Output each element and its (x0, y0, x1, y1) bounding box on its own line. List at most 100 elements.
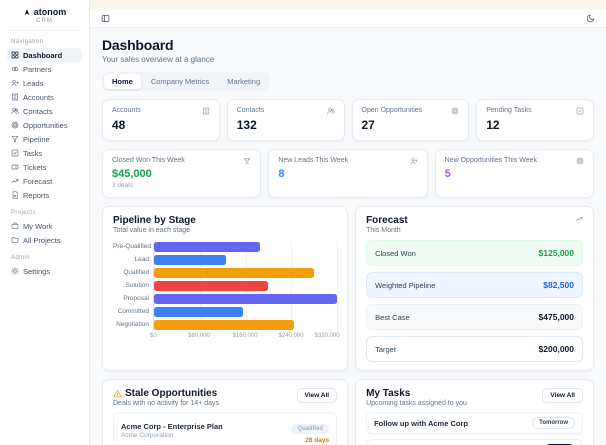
stat-card-new-leads: New Leads This Week 8 (268, 149, 428, 198)
sidebar-toggle-icon[interactable] (101, 14, 110, 23)
ticket-icon (11, 163, 19, 171)
forecast-card: Forecast This Month Closed Won $125,000 … (355, 206, 594, 371)
chart-bar (154, 242, 260, 252)
sidebar-item-label: Pipeline (23, 134, 50, 144)
nav-section-label: Admin (11, 255, 31, 261)
top-strip (90, 0, 606, 9)
sidebar-item-tickets[interactable]: Tickets (7, 160, 82, 174)
tab-company-metrics[interactable]: Company Metrics (150, 77, 210, 86)
chart-bar (154, 281, 269, 291)
stat-value: 8 (278, 168, 285, 180)
users-icon (326, 107, 335, 115)
chart-bar (154, 307, 243, 317)
kpi-value: 48 (112, 118, 126, 132)
trending-up-icon (575, 215, 583, 223)
tasks-subtitle: Upcoming tasks assigned to you (366, 400, 467, 407)
my-tasks-card: My Tasks Upcoming tasks assigned to you … (355, 379, 594, 445)
chart-bar-row (154, 307, 337, 317)
forecast-row-label: Weighted Pipeline (375, 280, 436, 290)
kpi-label: Accounts (112, 107, 141, 114)
target-icon (576, 157, 584, 165)
kpi-value: 132 (236, 118, 257, 132)
chart-gridline (291, 242, 293, 330)
folder-icon (11, 236, 19, 244)
kpi-value: 27 (361, 118, 375, 132)
forecast-row-weighted-pipeline[interactable]: Weighted Pipeline $82,500 (366, 272, 583, 298)
kpi-card-accounts: Accounts 48 (102, 99, 220, 141)
tab-marketing[interactable]: Marketing (227, 77, 261, 86)
stat-card-new-opportunities: New Opportunities This Week 5 (434, 149, 594, 198)
chart-tick-label: $240,000 (278, 333, 304, 339)
forecast-title: Forecast (366, 215, 408, 226)
kpi-value: 12 (486, 118, 500, 132)
check-square-icon (11, 149, 19, 157)
stat-card-closed-won: Closed Won This Week $45,000 3 deals (102, 149, 262, 198)
theme-toggle-icon[interactable] (586, 14, 595, 23)
trophy-icon (243, 157, 251, 165)
sidebar-item-pipeline[interactable]: Pipeline (7, 132, 82, 146)
users-icon (11, 107, 19, 115)
building-icon (11, 93, 19, 101)
sidebar-item-forecast[interactable]: Forecast (7, 174, 82, 188)
tasks-title: My Tasks (366, 388, 411, 399)
forecast-row-label: Target (375, 344, 396, 354)
chart-bar-row (154, 320, 337, 330)
chart-subtitle: Total value in each stage (113, 227, 191, 234)
chart-bar-row (154, 242, 337, 252)
logo-name: atonom (33, 7, 67, 17)
stale-view-all-button[interactable]: View All (296, 388, 338, 403)
target-icon (11, 121, 19, 129)
task-item[interactable]: Prepare proposal for TechFlow Today (366, 439, 583, 445)
forecast-row-value: $200,000 (538, 344, 574, 354)
bottom-row: Stale Opportunities Deals with no activi… (102, 379, 594, 445)
sidebar-item-leads[interactable]: Leads (7, 76, 82, 90)
sidebar-item-dashboard[interactable]: Dashboard (7, 48, 82, 62)
chart-category-label: Proposal (123, 295, 149, 302)
dashboard-icon (11, 51, 19, 59)
nav-section-label: Projects (11, 210, 36, 216)
chart-labels: Pre-Qualified Lead Qualified Solution Propos… (113, 242, 153, 330)
warning-icon (113, 389, 122, 398)
weekly-stats-row: Closed Won This Week $45,000 3 deals New… (102, 149, 594, 198)
nav-section-label: Navigation (11, 39, 44, 45)
sidebar-item-tasks[interactable]: Tasks (7, 146, 82, 160)
sidebar: atonom CRM Navigation Dashboard Partners… (0, 0, 90, 445)
task-item[interactable]: Follow up with Acme Corp Tomorrow (366, 412, 583, 434)
stale-item[interactable]: Acme Corp - Enterprise Plan Acme Corpora… (113, 412, 338, 445)
sidebar-item-label: Leads (23, 78, 44, 88)
chart-gridline (337, 242, 339, 330)
stat-label: New Opportunities This Week (444, 157, 537, 164)
sidebar-item-settings[interactable]: Settings (7, 264, 82, 278)
sidebar-item-all-projects[interactable]: All Projects (7, 233, 82, 247)
forecast-row-closed-won[interactable]: Closed Won $125,000 (366, 240, 583, 266)
sidebar-item-contacts[interactable]: Contacts (7, 104, 82, 118)
sidebar-item-label: Reports (23, 190, 50, 200)
tasks-view-all-button[interactable]: View All (542, 388, 583, 403)
page-subtitle: Your sales overview at a glance (102, 55, 215, 64)
sidebar-item-reports[interactable]: Reports (7, 188, 82, 202)
kpi-card-pending-tasks: Pending Tasks 12 (476, 99, 594, 141)
sidebar-item-opportunities[interactable]: Opportunities (7, 118, 82, 132)
opportunity-name: Acme Corp - Enterprise Plan (121, 422, 223, 431)
forecast-row-label: Closed Won (375, 248, 416, 258)
chart-bar (154, 255, 226, 265)
sidebar-item-label: Opportunities (23, 120, 68, 130)
chart-category-label: Committed (117, 308, 149, 315)
tab-home[interactable]: Home (104, 74, 141, 89)
tab-bar: Home Company Metrics Marketing (102, 72, 271, 91)
forecast-row-target[interactable]: Target $200,000 (366, 336, 583, 362)
sidebar-item-label: All Projects (23, 235, 61, 245)
sidebar-item-my-work[interactable]: My Work (7, 219, 82, 233)
file-icon (11, 191, 19, 199)
chart-bar-row (154, 255, 337, 265)
forecast-row-value: $475,000 (538, 312, 574, 322)
chart-category-label: Qualified (123, 269, 149, 276)
sidebar-item-accounts[interactable]: Accounts (7, 90, 82, 104)
partners-icon (11, 65, 19, 73)
sidebar-item-partners[interactable]: Partners (7, 62, 82, 76)
forecast-row-best-case[interactable]: Best Case $475,000 (366, 304, 583, 330)
chart-bars (153, 242, 339, 330)
chart-category-label: Pre-Qualified (113, 243, 151, 250)
page-title: Dashboard (102, 37, 174, 53)
chart-tick-label: $0 (150, 333, 157, 339)
